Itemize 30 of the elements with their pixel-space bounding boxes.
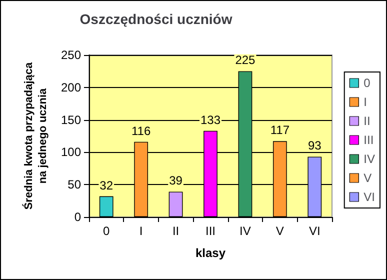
x-tick-label: IV [240, 224, 251, 238]
y-tick-label: 150 [60, 112, 82, 127]
data-label: 39 [169, 174, 183, 188]
x-tick-label: I [139, 224, 143, 238]
x-tick-label: VI [308, 224, 320, 238]
y-tick-label: 100 [60, 145, 82, 160]
x-axis-title: klasy [195, 246, 226, 260]
chart-title: Oszczędności uczniów [80, 11, 232, 27]
x-tick-label: 0 [103, 224, 110, 238]
y-tick-label: 200 [60, 80, 82, 94]
data-label: 32 [100, 178, 114, 192]
legend-label: V [364, 171, 372, 185]
y-tick-label: 0 [74, 210, 82, 224]
legend-label: III [364, 133, 374, 147]
data-label: 93 [308, 138, 322, 153]
y-tick-label: 50 [68, 178, 82, 192]
x-tick-label: III [205, 224, 216, 238]
data-label: 117 [270, 123, 290, 138]
legend-label: VI [364, 190, 376, 204]
y-axis-title: Średnia kwota przypadająca na jednego ucznia [22, 61, 50, 210]
legend-label: I [364, 95, 368, 109]
legend-label: 0 [364, 76, 371, 90]
legend-label: II [364, 114, 370, 128]
x-tick-label: V [276, 224, 284, 238]
legend-label: IV [364, 152, 376, 166]
data-label: 116 [132, 124, 151, 138]
data-label: 225 [235, 53, 256, 68]
data-label: 133 [200, 112, 221, 127]
x-tick-label: II [172, 224, 180, 238]
y-tick-label: 250 [60, 48, 82, 62]
